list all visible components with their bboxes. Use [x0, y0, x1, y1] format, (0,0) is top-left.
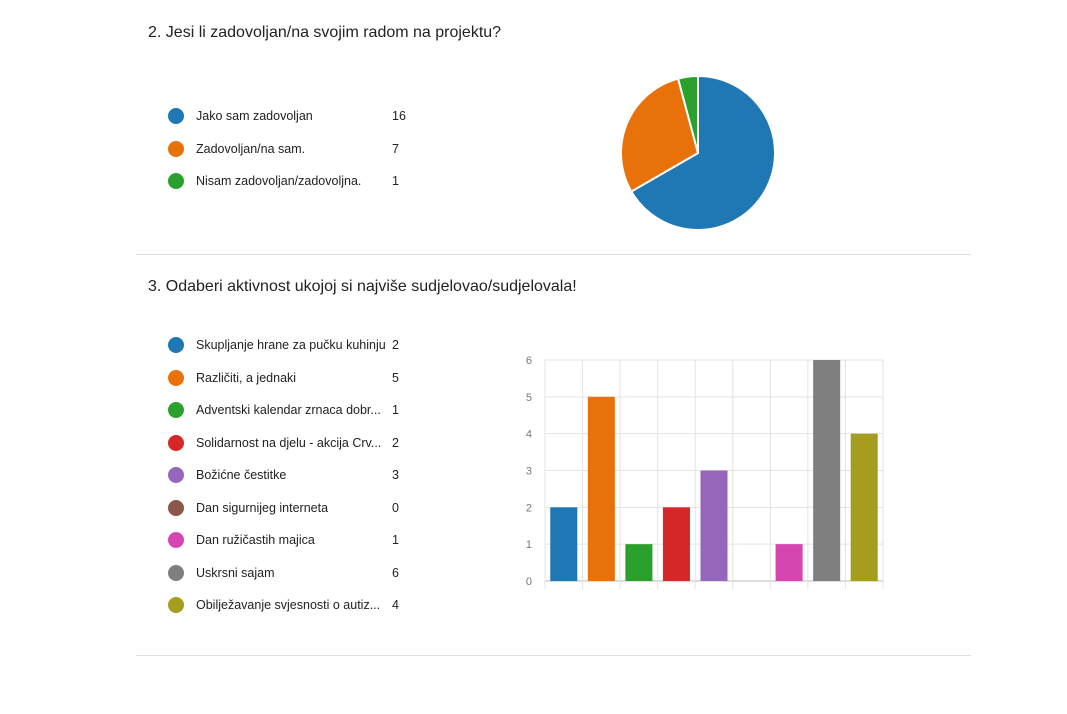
legend-count: 16 — [392, 109, 406, 123]
y-tick-label: 6 — [526, 355, 532, 367]
bar — [625, 544, 653, 581]
y-tick-label: 5 — [526, 392, 532, 404]
y-tick-label: 4 — [526, 429, 532, 441]
satisfaction-pie-chart — [620, 74, 776, 231]
legend-color-dot — [168, 402, 184, 418]
y-tick-label: 1 — [526, 539, 532, 551]
legend-count: 2 — [392, 338, 399, 352]
section-divider — [136, 655, 971, 656]
bar — [587, 396, 615, 581]
legend-label: Zadovoljan/na sam. — [196, 141, 306, 156]
legend-color-dot — [168, 499, 184, 516]
pie-slice — [620, 77, 700, 193]
bar — [550, 507, 578, 581]
bar — [700, 470, 728, 581]
question-3-title: 3. Odaberi aktivnost ukojoj si najviše s… — [148, 278, 577, 295]
legend-count: 6 — [392, 565, 399, 580]
legend-count: 1 — [392, 533, 399, 547]
y-tick-label: 0 — [526, 576, 532, 588]
bar — [662, 507, 690, 581]
pie-slice — [629, 74, 776, 231]
legend-label: Dan ružičastih majica — [196, 533, 315, 547]
legend-color-dot — [168, 434, 184, 451]
y-tick-label: 3 — [526, 466, 532, 478]
legend-item: Zadovoljan/na sam. 7 — [168, 139, 408, 172]
legend-item: Adventski kalendar zrnaca dobr... 1 — [168, 400, 408, 433]
legend-item: Božićne čestitke 3 — [168, 465, 408, 498]
bar — [813, 360, 841, 581]
legend-color-dot — [168, 108, 184, 124]
legend-item: Dan sigurnijeg interneta 0 — [168, 498, 408, 531]
legend-color-dot — [168, 369, 184, 386]
legend-label: Različiti, a jednaki — [196, 370, 297, 385]
legend-label: Adventski kalendar zrnaca dobr... — [196, 403, 381, 417]
legend-item: Različiti, a jednaki 5 — [168, 368, 408, 401]
question-2-legend: Jako sam zadovoljan 16 Zadovoljan/na sam. 7… — [168, 106, 408, 204]
legend-color-dot — [168, 597, 184, 613]
legend-label: Dan sigurnijeg interneta — [196, 500, 329, 515]
y-tick-label: 2 — [526, 502, 532, 514]
legend-label: Božićne čestitke — [196, 468, 287, 482]
legend-count: 5 — [392, 370, 399, 385]
legend-count: 1 — [392, 403, 399, 417]
legend-item: Nisam zadovoljan/zadovoljna. 1 — [168, 171, 408, 204]
legend-label: Nisam zadovoljan/zadovoljna. — [196, 174, 362, 188]
legend-color-dot — [168, 467, 184, 483]
legend-color-dot — [168, 532, 184, 548]
legend-color-dot — [168, 337, 184, 353]
legend-label: Jako sam zadovoljan — [196, 109, 313, 123]
legend-label: Skupljanje hrane za pučku kuhinju — [196, 338, 386, 352]
legend-item: Uskrsni sajam 6 — [168, 563, 408, 596]
legend-count: 7 — [392, 141, 399, 156]
legend-count: 0 — [392, 500, 399, 515]
question-2-title: 2. Jesi li zadovoljan/na svojim radom na… — [148, 24, 502, 41]
legend-count: 2 — [392, 435, 399, 450]
legend-label: Solidarnost na djelu - akcija Crv... — [196, 435, 382, 450]
legend-color-dot — [168, 564, 184, 581]
legend-count: 1 — [392, 174, 399, 188]
legend-label: Uskrsni sajam — [196, 565, 275, 580]
section-divider — [136, 254, 971, 255]
question-3-legend: Skupljanje hrane za pučku kuhinju 2 Različ… — [168, 335, 408, 628]
bar — [775, 544, 803, 581]
legend-item: Solidarnost na djelu - akcija Crv... 2 — [168, 433, 408, 466]
legend-color-dot — [168, 140, 184, 157]
legend-item: Dan ružičastih majica 1 — [168, 530, 408, 563]
legend-count: 3 — [392, 468, 399, 482]
legend-item: Jako sam zadovoljan 16 — [168, 106, 408, 139]
bar — [850, 433, 878, 581]
activities-bar-chart: 0 1 2 3 4 5 6 — [526, 355, 884, 589]
legend-item: Skupljanje hrane za pučku kuhinju 2 — [168, 335, 408, 368]
pie-slice — [676, 74, 699, 154]
legend-count: 4 — [392, 598, 399, 612]
legend-label: Obilježavanje svjesnosti o autiz... — [196, 598, 381, 612]
legend-color-dot — [168, 173, 184, 189]
legend-item: Obilježavanje svjesnosti o autiz... 4 — [168, 595, 408, 628]
